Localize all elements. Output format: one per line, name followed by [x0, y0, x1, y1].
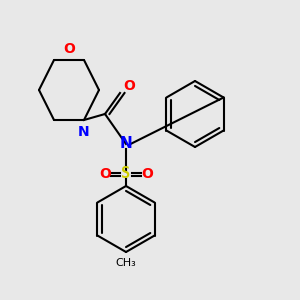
Text: O: O: [141, 167, 153, 181]
Text: O: O: [123, 79, 135, 93]
Text: S: S: [122, 167, 130, 182]
Text: O: O: [63, 41, 75, 56]
Text: N: N: [78, 124, 90, 139]
Text: O: O: [99, 167, 111, 181]
Text: CH₃: CH₃: [116, 258, 136, 268]
Text: N: N: [120, 136, 132, 152]
